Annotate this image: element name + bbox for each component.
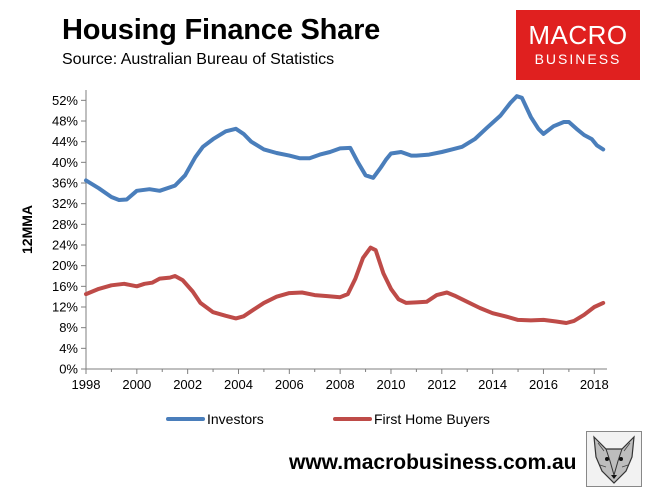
y-tick-label: 20% bbox=[52, 258, 78, 273]
x-tick-label: 2016 bbox=[529, 377, 558, 392]
x-tick-label: 2004 bbox=[224, 377, 253, 392]
x-tick-label: 2006 bbox=[275, 377, 304, 392]
y-tick-label: 12% bbox=[52, 300, 78, 315]
x-tick-label: 1998 bbox=[72, 377, 101, 392]
y-tick-label: 8% bbox=[59, 320, 78, 335]
legend-investors-label: Investors bbox=[207, 411, 264, 427]
y-tick-label: 24% bbox=[52, 238, 78, 253]
y-axis-title: 12MMA bbox=[19, 205, 35, 254]
y-tick-label: 0% bbox=[59, 362, 78, 377]
macrobusiness-logo: MACRO BUSINESS bbox=[516, 10, 640, 80]
x-tick-label: 2018 bbox=[580, 377, 609, 392]
website-url: www.macrobusiness.com.au bbox=[289, 451, 577, 474]
y-tick-label: 44% bbox=[52, 134, 78, 149]
fox-logo-icon bbox=[586, 431, 642, 487]
chart-series bbox=[84, 94, 606, 325]
legend-first-home-buyers-label: First Home Buyers bbox=[374, 411, 490, 427]
x-tick-label: 2002 bbox=[173, 377, 202, 392]
chart-title: Housing Finance Share bbox=[62, 14, 381, 46]
logo-line2: BUSINESS bbox=[534, 51, 622, 67]
x-tick-label: 2012 bbox=[427, 377, 456, 392]
y-tick-label: 32% bbox=[52, 196, 78, 211]
y-tick-label: 28% bbox=[52, 217, 78, 232]
x-tick-label: 2010 bbox=[377, 377, 406, 392]
x-tick-label: 2014 bbox=[478, 377, 507, 392]
chart-source: Source: Australian Bureau of Statistics bbox=[62, 51, 335, 68]
chart-legend: Investors First Home Buyers bbox=[166, 411, 490, 427]
first-home-buyers-line bbox=[84, 245, 606, 325]
y-tick-label: 4% bbox=[59, 341, 78, 356]
y-tick-label: 16% bbox=[52, 279, 78, 294]
y-tick-label: 40% bbox=[52, 155, 78, 170]
y-tick-label: 36% bbox=[52, 176, 78, 191]
investors-line bbox=[84, 94, 606, 202]
y-tick-label: 48% bbox=[52, 114, 78, 129]
logo-line1: MACRO bbox=[528, 20, 628, 50]
x-tick-label: 2000 bbox=[122, 377, 151, 392]
x-tick-label: 2008 bbox=[326, 377, 355, 392]
chart-axes: 0% 4% 8% 12% 16% 20% 24% 28% 32% 36% 40% 44% 48% 52% 1… bbox=[19, 90, 609, 392]
y-tick-label: 52% bbox=[52, 93, 78, 108]
